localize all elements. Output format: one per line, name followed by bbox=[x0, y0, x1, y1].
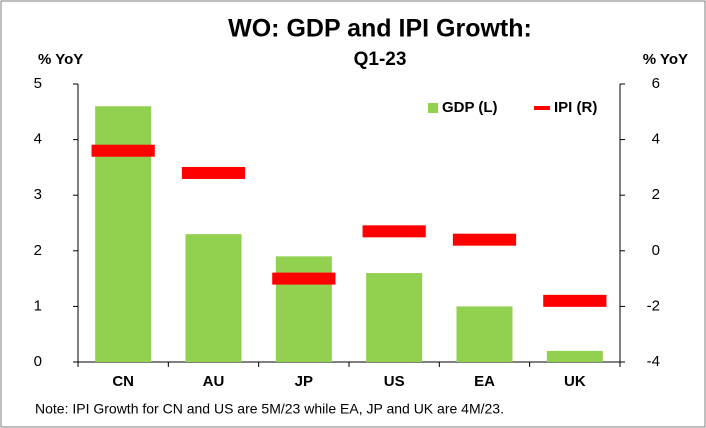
x-tick-label: EA bbox=[474, 373, 495, 390]
bar bbox=[546, 350, 603, 362]
y2-tick-label: 4 bbox=[652, 131, 660, 148]
legend-swatch bbox=[428, 103, 438, 113]
y2-tick-label: 2 bbox=[652, 186, 660, 203]
bar bbox=[275, 256, 332, 362]
chart-title: Q1-23 bbox=[354, 49, 407, 70]
legend-swatch bbox=[534, 106, 550, 110]
ipi-marker bbox=[272, 272, 336, 285]
ipi-marker bbox=[362, 225, 426, 238]
y2-tick-label: 6 bbox=[652, 75, 660, 92]
y2-tick-label: -4 bbox=[647, 353, 660, 370]
legend-label: IPI (R) bbox=[554, 99, 597, 116]
annotation: Note: IPI Growth for CN and US are 5M/23… bbox=[35, 401, 504, 417]
ipi-marker bbox=[452, 233, 517, 246]
y2-tick-label: -2 bbox=[647, 297, 660, 314]
ipi-marker bbox=[181, 166, 246, 179]
bar bbox=[366, 273, 423, 362]
ipi-marker bbox=[543, 294, 607, 307]
x-tick-label: AU bbox=[203, 373, 225, 390]
bar bbox=[185, 234, 242, 362]
y-axis-label: % YoY bbox=[38, 51, 83, 68]
y2-tick-label: 0 bbox=[652, 242, 660, 259]
bar bbox=[456, 306, 513, 362]
y-tick-label: 0 bbox=[34, 353, 42, 370]
y2-axis-label: % YoY bbox=[643, 51, 688, 68]
ipi-marker bbox=[91, 144, 155, 157]
x-tick-label: JP bbox=[295, 373, 313, 390]
y-tick-label: 5 bbox=[34, 75, 42, 92]
y-tick-label: 3 bbox=[34, 186, 42, 203]
x-tick-label: US bbox=[384, 373, 405, 390]
x-tick-label: CN bbox=[112, 373, 134, 390]
legend-label: GDP (L) bbox=[442, 99, 498, 116]
x-tick-label: UK bbox=[564, 373, 586, 390]
bar bbox=[95, 106, 152, 363]
y-tick-label: 4 bbox=[34, 131, 42, 148]
y-tick-label: 1 bbox=[34, 297, 42, 314]
chart-title: WO: GDP and IPI Growth: bbox=[228, 15, 532, 43]
y-tick-label: 2 bbox=[34, 242, 42, 259]
